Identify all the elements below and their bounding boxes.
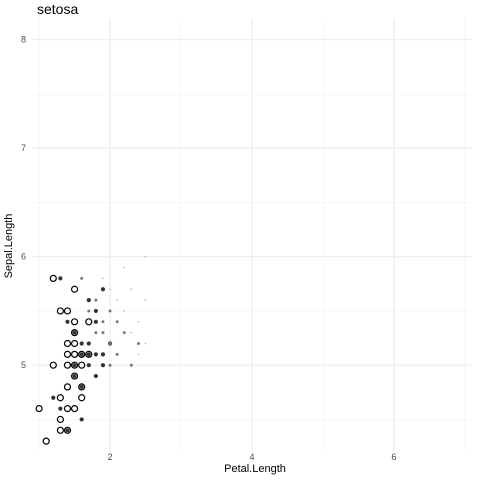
data-point bbox=[130, 331, 133, 334]
data-point bbox=[56, 415, 64, 424]
data-point bbox=[144, 255, 147, 258]
data-point bbox=[93, 308, 98, 314]
y-axis-title: Sepal.Length bbox=[3, 214, 15, 279]
data-point bbox=[70, 405, 79, 413]
y-axis-ticks: 5 6 7 8 bbox=[21, 35, 26, 371]
data-point bbox=[87, 309, 91, 313]
data-point bbox=[123, 310, 126, 312]
data-point bbox=[137, 320, 140, 323]
data-point bbox=[56, 426, 64, 434]
data-point bbox=[58, 276, 63, 281]
data-point bbox=[93, 373, 98, 379]
data-point bbox=[101, 320, 105, 324]
data-point bbox=[129, 363, 133, 367]
y-tick-label: 8 bbox=[21, 35, 26, 45]
data-point bbox=[93, 319, 98, 324]
data-point bbox=[122, 331, 126, 335]
data-point bbox=[130, 288, 133, 291]
data-point bbox=[86, 363, 91, 368]
x-axis-ticks: 2 4 6 bbox=[108, 452, 397, 462]
data-point bbox=[115, 320, 119, 324]
data-point bbox=[85, 350, 93, 358]
data-point bbox=[70, 350, 79, 358]
data-point bbox=[63, 339, 72, 348]
data-point bbox=[70, 361, 79, 369]
y-tick-label: 6 bbox=[21, 252, 26, 262]
data-point bbox=[86, 341, 91, 346]
data-point bbox=[72, 373, 77, 379]
data-point bbox=[72, 330, 77, 335]
data-point bbox=[70, 372, 79, 380]
data-point bbox=[94, 331, 98, 335]
major-gridlines bbox=[32, 18, 472, 452]
data-point bbox=[63, 405, 72, 413]
data-point bbox=[78, 394, 86, 402]
data-point bbox=[70, 318, 79, 326]
data-point bbox=[123, 266, 126, 269]
data-point bbox=[100, 287, 106, 292]
data-point bbox=[65, 319, 70, 324]
data-point bbox=[144, 299, 147, 301]
data-point bbox=[51, 395, 56, 400]
data-point bbox=[86, 298, 91, 303]
data-point bbox=[115, 352, 119, 356]
data-points bbox=[35, 255, 147, 445]
data-point bbox=[108, 363, 112, 367]
data-point bbox=[35, 405, 43, 413]
data-point bbox=[100, 352, 106, 357]
data-point bbox=[79, 341, 84, 346]
data-point bbox=[101, 331, 105, 335]
data-point bbox=[56, 307, 64, 315]
data-point bbox=[79, 417, 84, 422]
data-point bbox=[70, 339, 79, 348]
data-point bbox=[93, 352, 98, 357]
y-tick-label: 7 bbox=[21, 143, 26, 153]
x-tick-label: 2 bbox=[108, 452, 113, 462]
data-point bbox=[78, 350, 86, 358]
data-point bbox=[42, 437, 50, 445]
data-point bbox=[100, 363, 106, 368]
data-point bbox=[78, 361, 86, 369]
data-point bbox=[79, 384, 84, 389]
data-point bbox=[79, 352, 84, 357]
x-tick-label: 6 bbox=[391, 452, 396, 462]
data-point bbox=[116, 299, 119, 301]
data-point bbox=[108, 309, 112, 313]
data-point bbox=[137, 353, 140, 356]
data-point bbox=[63, 350, 72, 358]
data-point bbox=[102, 277, 104, 280]
data-point bbox=[63, 383, 72, 391]
data-point bbox=[136, 342, 140, 345]
data-point bbox=[72, 363, 77, 368]
data-point bbox=[108, 342, 112, 345]
data-point bbox=[58, 406, 63, 411]
data-point bbox=[78, 383, 86, 391]
x-tick-label: 4 bbox=[249, 452, 254, 462]
data-point bbox=[49, 274, 57, 282]
chart-title: setosa bbox=[34, 0, 82, 18]
data-point bbox=[63, 307, 72, 315]
y-tick-label: 5 bbox=[21, 360, 26, 370]
data-point bbox=[70, 285, 79, 293]
data-point bbox=[94, 298, 98, 302]
data-point bbox=[85, 318, 93, 326]
data-point bbox=[65, 428, 70, 433]
data-point bbox=[56, 394, 64, 402]
data-point bbox=[63, 361, 72, 369]
data-point bbox=[70, 329, 79, 337]
x-axis-title: Petal.Length bbox=[224, 463, 286, 475]
data-point bbox=[49, 361, 57, 369]
data-point bbox=[86, 352, 91, 357]
data-point bbox=[109, 288, 111, 291]
data-point bbox=[144, 342, 147, 345]
data-point bbox=[63, 426, 72, 434]
data-point bbox=[80, 276, 84, 280]
